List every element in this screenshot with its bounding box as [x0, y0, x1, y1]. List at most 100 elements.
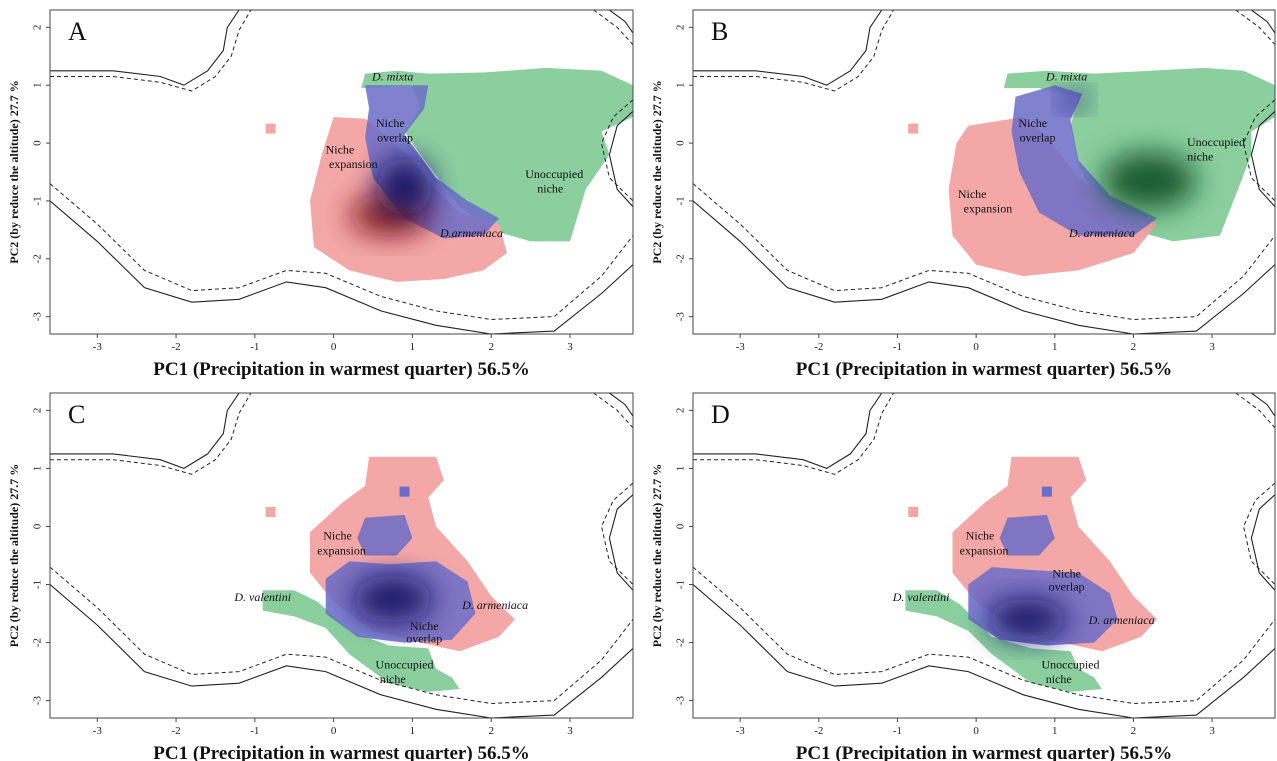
- region-annotation: Niche: [1052, 567, 1081, 581]
- x-tick-label: 2: [488, 725, 494, 737]
- environment-envelope-dashed-line: [50, 393, 252, 475]
- environment-envelope-dashed-line: [693, 10, 895, 92]
- region-annotation: Niche: [958, 187, 987, 201]
- environment-envelope-line: [50, 393, 240, 470]
- plot-frame: [49, 392, 634, 719]
- density-peak: [376, 157, 433, 216]
- environment-envelope-line: [50, 584, 633, 718]
- region-annotation: niche: [1046, 672, 1072, 686]
- environment-envelope-dashed-line: [1235, 10, 1275, 46]
- region-annotation: niche: [537, 181, 563, 195]
- y-tick-label: 1: [32, 82, 44, 88]
- environment-envelope-dashed-line: [50, 10, 252, 92]
- x-tick-label: 0: [331, 341, 337, 353]
- environment-envelope-line: [693, 584, 1275, 718]
- y-tick-label: 0: [32, 140, 44, 146]
- y-tick-label: -1: [32, 580, 44, 589]
- y-tick-label: 1: [675, 466, 687, 472]
- x-axis-label: PC1 (Precipitation in warmest quarter) 5…: [153, 743, 529, 761]
- environment-envelope-line: [693, 393, 883, 470]
- x-tick-label: -2: [171, 341, 180, 353]
- y-tick-label: -2: [675, 638, 687, 647]
- plot-frame: [49, 9, 634, 335]
- isolated-cell: [1041, 486, 1052, 497]
- density-peak: [1062, 91, 1087, 109]
- x-tick-label: -3: [736, 341, 746, 353]
- x-tick-label: -3: [93, 725, 103, 737]
- isolated-cell: [908, 506, 919, 517]
- environment-envelope-line: [609, 10, 633, 34]
- x-tick-label: 3: [1209, 725, 1215, 737]
- x-tick-label: -2: [171, 725, 180, 737]
- region-annotation: expansion: [964, 202, 1013, 216]
- environment-envelope-dashed-line: [593, 393, 633, 429]
- x-tick-label: 2: [1131, 725, 1137, 737]
- y-tick-label: 1: [675, 82, 687, 88]
- density-peak: [987, 599, 1067, 640]
- x-tick-label: 3: [567, 725, 573, 737]
- niche-overlap-region: [357, 514, 413, 556]
- region-annotation: Niche: [1018, 116, 1047, 130]
- y-axis-label: PC2 (by reduce the altitude) 27.7 %: [650, 80, 664, 263]
- region-annotation: D. valentini: [892, 590, 950, 604]
- environment-envelope-line: [1251, 10, 1275, 34]
- x-tick-label: -2: [814, 341, 823, 353]
- y-tick-label: -2: [32, 638, 44, 647]
- region-annotation: D. armeniaca: [1088, 613, 1155, 627]
- panel-letter: D: [711, 400, 730, 429]
- x-axis-label: PC1 (Precipitation in warmest quarter) 5…: [796, 359, 1172, 380]
- y-axis-label: PC2 (by reduce the altitude) 27.7 %: [650, 464, 664, 647]
- region-annotation: D. armeniaca: [461, 598, 528, 612]
- plot-frame: [692, 392, 1276, 719]
- region-annotation: niche: [1187, 149, 1213, 163]
- y-tick-label: 0: [675, 140, 687, 146]
- environment-envelope-dashed-line: [1235, 393, 1275, 429]
- x-tick-label: -1: [893, 725, 902, 737]
- y-tick-label: 2: [675, 25, 687, 31]
- x-tick-label: -1: [250, 725, 259, 737]
- environment-envelope-line: [693, 10, 883, 86]
- environment-envelope-line: [1251, 393, 1275, 417]
- environment-envelope-line: [609, 393, 633, 417]
- region-annotation: Unoccupied: [525, 167, 583, 181]
- region-annotation: overlap: [1049, 579, 1085, 593]
- x-axis-label: PC1 (Precipitation in warmest quarter) 5…: [796, 743, 1172, 761]
- y-tick-label: -1: [675, 580, 687, 589]
- y-tick-label: -1: [32, 196, 44, 205]
- x-tick-label: -3: [736, 725, 746, 737]
- environment-envelope-line: [1250, 494, 1275, 591]
- y-tick-label: 1: [32, 466, 44, 472]
- x-tick-label: -3: [93, 341, 103, 353]
- region-annotation: D. mixta: [1045, 70, 1087, 84]
- y-tick-label: -2: [675, 254, 687, 263]
- y-tick-label: 2: [32, 25, 44, 31]
- region-annotation: niche: [380, 672, 406, 686]
- environment-envelope-line: [50, 200, 633, 334]
- x-tick-label: 1: [1052, 725, 1058, 737]
- panel-d: -3 -2 -1 0 1 2 3 -3 -2 -1 0 1 2 PC1 (Precipitation in…: [650, 392, 1276, 761]
- environment-envelope-dashed-line: [693, 566, 1275, 705]
- y-tick-label: -2: [32, 254, 44, 263]
- density-peak: [1101, 151, 1197, 210]
- environment-envelope-dashed-line: [693, 393, 895, 475]
- region-annotation: expansion: [317, 543, 366, 557]
- panel-letter: C: [68, 400, 85, 429]
- environment-envelope-line: [608, 110, 633, 208]
- y-tick-label: 0: [32, 523, 44, 529]
- y-tick-label: 2: [675, 408, 687, 414]
- region-annotation: overlap: [406, 632, 442, 646]
- region-annotation: Niche: [326, 142, 355, 156]
- region-annotation: overlap: [377, 130, 413, 144]
- region-annotation: Niche: [323, 528, 352, 542]
- niche-overlap-region: [999, 514, 1055, 556]
- x-tick-label: 0: [331, 725, 337, 737]
- region-annotation: D. valentini: [233, 590, 291, 604]
- y-tick-label: -3: [32, 312, 44, 322]
- x-tick-label: 1: [410, 725, 416, 737]
- panel-a: -3 -2 -1 0 1 2 3 -3 -2 -1 0 1 2 PC1 (Precipitation in…: [7, 9, 634, 380]
- panel-letter: A: [68, 17, 87, 46]
- y-tick-label: -1: [675, 196, 687, 205]
- x-tick-label: 1: [1052, 341, 1058, 353]
- isolated-cell: [399, 486, 410, 497]
- region-annotation: overlap: [1019, 130, 1055, 144]
